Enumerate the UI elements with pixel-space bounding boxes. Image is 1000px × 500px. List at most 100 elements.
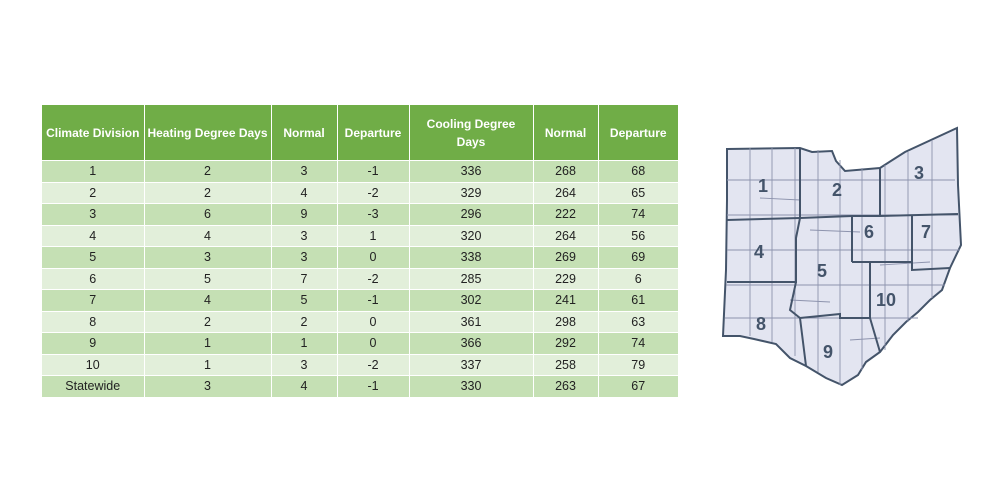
cell-cdd: 361 (409, 310, 534, 333)
cell-hdd: 1 (144, 353, 272, 376)
cell-hdd-normal: 3 (271, 353, 338, 376)
division-label-10: 10 (876, 290, 896, 310)
cell-hdd-normal: 2 (271, 310, 338, 333)
cell-cdd-normal: 268 (533, 160, 599, 182)
table-row: 6 5 7 -2 285 229 6 (42, 267, 678, 290)
cell-hdd-normal: 3 (271, 160, 338, 182)
cell-hdd-departure: 1 (337, 224, 410, 247)
header-cdd-departure: Departure (598, 105, 678, 161)
division-label-5: 5 (817, 261, 827, 281)
cell-cdd-departure: 74 (598, 332, 678, 354)
cell-cdd-departure: 74 (598, 203, 678, 225)
cell-cdd-normal: 264 (533, 224, 599, 247)
cell-division: 10 (42, 353, 145, 376)
header-cdd-normal: Normal (533, 105, 599, 161)
cell-cdd-departure: 56 (598, 224, 678, 247)
cell-cdd: 337 (409, 353, 534, 376)
cell-division: 9 (42, 332, 145, 354)
table-row: 1 2 3 -1 336 268 68 (42, 160, 678, 182)
cell-cdd: 366 (409, 332, 534, 354)
cell-cdd-departure: 61 (598, 289, 678, 311)
table-row: 10 1 3 -2 337 258 79 (42, 353, 678, 376)
cell-hdd: 4 (144, 289, 272, 311)
division-label-9: 9 (823, 342, 833, 362)
cell-division: 2 (42, 181, 145, 204)
cell-hdd: 3 (144, 375, 272, 397)
cell-cdd-normal: 264 (533, 181, 599, 204)
cell-division: Statewide (42, 375, 145, 397)
table-row: 9 1 1 0 366 292 74 (42, 332, 678, 354)
cell-cdd-normal: 229 (533, 267, 599, 290)
cell-hdd-normal: 3 (271, 246, 338, 268)
cell-hdd-normal: 4 (271, 181, 338, 204)
cell-hdd-departure: -3 (337, 203, 410, 225)
cell-cdd: 320 (409, 224, 534, 247)
cell-hdd-normal: 1 (271, 332, 338, 354)
table-row: 2 2 4 -2 329 264 65 (42, 181, 678, 204)
cell-cdd-normal: 263 (533, 375, 599, 397)
cell-cdd-normal: 258 (533, 353, 599, 376)
cell-hdd-normal: 4 (271, 375, 338, 397)
cell-hdd: 4 (144, 224, 272, 247)
division-label-2: 2 (832, 180, 842, 200)
cell-cdd-departure: 6 (598, 267, 678, 290)
header-heating-degree-days: Heating Degree Days (144, 105, 272, 161)
table-row: Statewide 3 4 -1 330 263 67 (42, 375, 678, 397)
climate-division-table-container: Climate Division Heating Degree Days Nor… (42, 105, 678, 397)
cell-hdd-departure: 0 (337, 332, 410, 354)
cell-division: 3 (42, 203, 145, 225)
table-header-row: Climate Division Heating Degree Days Nor… (42, 105, 678, 161)
cell-hdd-departure: -1 (337, 289, 410, 311)
cell-division: 8 (42, 310, 145, 333)
division-label-7: 7 (921, 222, 931, 242)
division-boundaries (726, 148, 959, 367)
cell-hdd-normal: 7 (271, 267, 338, 290)
cell-cdd: 302 (409, 289, 534, 311)
ohio-climate-division-map: 1 2 3 4 5 6 7 8 9 10 (721, 126, 963, 387)
cell-hdd: 5 (144, 267, 272, 290)
cell-hdd-departure: 0 (337, 246, 410, 268)
cell-cdd-departure: 67 (598, 375, 678, 397)
cell-cdd: 336 (409, 160, 534, 182)
cell-cdd-departure: 69 (598, 246, 678, 268)
cell-cdd-departure: 79 (598, 353, 678, 376)
header-cooling-degree-days: Cooling Degree Days (409, 105, 534, 161)
division-label-1: 1 (758, 176, 768, 196)
division-label-8: 8 (756, 314, 766, 334)
cell-cdd: 329 (409, 181, 534, 204)
cell-cdd: 296 (409, 203, 534, 225)
cell-division: 5 (42, 246, 145, 268)
cell-hdd: 3 (144, 246, 272, 268)
table-row: 8 2 2 0 361 298 63 (42, 310, 678, 333)
division-label-3: 3 (914, 163, 924, 183)
cell-cdd-departure: 65 (598, 181, 678, 204)
cell-cdd-normal: 241 (533, 289, 599, 311)
division-label-6: 6 (864, 222, 874, 242)
division-label-4: 4 (754, 242, 764, 262)
cell-hdd: 6 (144, 203, 272, 225)
cell-cdd-departure: 68 (598, 160, 678, 182)
table-row: 4 4 3 1 320 264 56 (42, 224, 678, 247)
cell-hdd-departure: -2 (337, 267, 410, 290)
cell-hdd-departure: -2 (337, 181, 410, 204)
cell-division: 6 (42, 267, 145, 290)
cell-hdd: 1 (144, 332, 272, 354)
cell-hdd: 2 (144, 181, 272, 204)
cell-division: 1 (42, 160, 145, 182)
header-climate-division: Climate Division (42, 105, 145, 161)
table-row: 5 3 3 0 338 269 69 (42, 246, 678, 268)
cell-hdd-normal: 5 (271, 289, 338, 311)
climate-division-table: Climate Division Heating Degree Days Nor… (42, 105, 678, 397)
ohio-outline (721, 126, 963, 387)
cell-cdd: 285 (409, 267, 534, 290)
cell-hdd-departure: -2 (337, 353, 410, 376)
cell-cdd-normal: 222 (533, 203, 599, 225)
cell-division: 7 (42, 289, 145, 311)
cell-hdd-departure: -1 (337, 375, 410, 397)
cell-cdd-normal: 298 (533, 310, 599, 333)
cell-hdd-normal: 3 (271, 224, 338, 247)
cell-cdd: 330 (409, 375, 534, 397)
table-row: 7 4 5 -1 302 241 61 (42, 289, 678, 311)
table-row: 3 6 9 -3 296 222 74 (42, 203, 678, 225)
division-labels: 1 2 3 4 5 6 7 8 9 10 (754, 163, 931, 362)
